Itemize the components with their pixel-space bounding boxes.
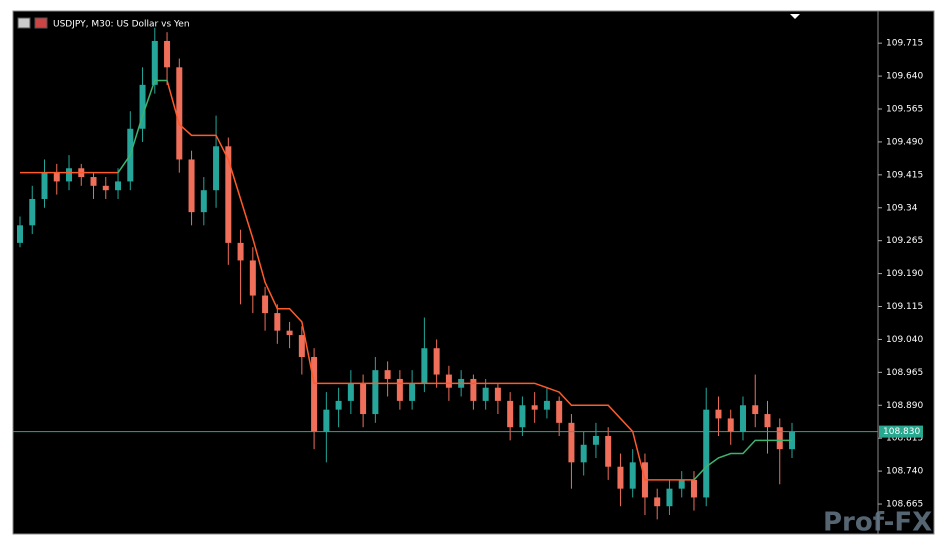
candle-body xyxy=(311,356,318,432)
candle-body xyxy=(298,335,305,357)
plot: 109.715 109.640 109.565 109.490 109.415 109.3… xyxy=(13,27,923,520)
chart-title: USDJPY, M30: US Dollar vs Yen xyxy=(53,20,190,30)
icon xyxy=(34,17,48,29)
candle-body xyxy=(666,488,673,507)
candle-body xyxy=(286,330,293,336)
watermark: Prof-FX xyxy=(823,508,932,538)
indicator-line xyxy=(166,80,694,481)
candle-body xyxy=(764,414,771,428)
candle-body xyxy=(53,172,60,182)
candle-body xyxy=(592,435,599,445)
candle-body xyxy=(90,177,97,186)
candle-body xyxy=(384,370,391,379)
y-tick-label: 109.190 xyxy=(886,269,923,279)
candle-body xyxy=(531,405,538,410)
candle-body xyxy=(41,172,48,199)
candle-body xyxy=(249,260,256,296)
candle-body xyxy=(323,409,330,432)
candle-body xyxy=(556,400,563,423)
candle-body xyxy=(690,479,697,498)
candle-body xyxy=(605,435,612,467)
candle-body xyxy=(17,225,23,243)
candle-body xyxy=(519,405,526,428)
candle-body xyxy=(66,168,73,182)
icon xyxy=(17,17,31,29)
candle-body xyxy=(617,466,624,489)
candle-body xyxy=(151,40,158,85)
candle-body xyxy=(29,198,36,226)
candle-body xyxy=(237,242,244,261)
y-tick-label: 109.715 xyxy=(886,39,923,49)
candle-body xyxy=(507,400,514,428)
candle-body xyxy=(752,405,759,415)
price-label: 108.830 xyxy=(883,427,920,437)
indicator-line xyxy=(693,439,792,481)
y-tick-label: 108.965 xyxy=(886,368,923,378)
candle-body xyxy=(494,387,501,401)
candle-body xyxy=(727,418,734,432)
candle-body xyxy=(470,378,477,401)
y-tick-label: 109.265 xyxy=(886,236,923,246)
y-tick-label: 109.115 xyxy=(886,302,923,312)
candle-body xyxy=(164,40,171,68)
y-tick-label: 109.490 xyxy=(886,137,923,147)
candle-body xyxy=(115,181,122,191)
y-tick-label: 108.815 xyxy=(886,434,923,444)
candle-body xyxy=(139,84,146,129)
candle-body xyxy=(176,67,183,160)
candle-body xyxy=(188,159,195,213)
candle-body xyxy=(654,497,661,507)
price-label-box xyxy=(879,425,923,438)
y-tick-label: 109.34 xyxy=(886,203,918,213)
candle-body xyxy=(213,146,220,191)
y-tick-label: 109.565 xyxy=(886,105,923,115)
candle-body xyxy=(225,146,232,243)
candle-body xyxy=(678,479,685,489)
candle-body xyxy=(200,190,207,213)
candle-body xyxy=(629,462,636,489)
y-tick-label: 108.665 xyxy=(886,500,923,510)
indicator-line xyxy=(117,79,168,174)
candle-body xyxy=(335,400,342,410)
candle-body xyxy=(102,185,109,191)
candle-body xyxy=(396,378,403,401)
candle-body xyxy=(347,383,354,401)
candle-body xyxy=(360,383,367,415)
candle-body xyxy=(482,387,489,401)
shift-marker xyxy=(790,14,800,19)
candle-body xyxy=(739,405,746,432)
candle-body xyxy=(580,444,587,463)
candle-body xyxy=(715,409,722,419)
y-tick-label: 109.640 xyxy=(886,72,923,82)
candle-body xyxy=(445,374,452,388)
candle-body xyxy=(274,313,281,331)
y-tick-label: 109.040 xyxy=(886,335,923,345)
y-tick-label: 108.890 xyxy=(886,401,923,411)
candle-body xyxy=(543,400,550,410)
candle-body xyxy=(372,370,379,415)
candle-body xyxy=(409,383,416,401)
candle-body xyxy=(568,422,575,463)
candle-body xyxy=(421,348,428,384)
candle-body xyxy=(703,409,710,498)
y-tick-label: 108.740 xyxy=(886,467,923,477)
y-tick-label: 109.415 xyxy=(886,170,923,180)
candle-body xyxy=(433,348,440,375)
candle-body xyxy=(776,427,783,450)
candle-body xyxy=(262,295,269,314)
